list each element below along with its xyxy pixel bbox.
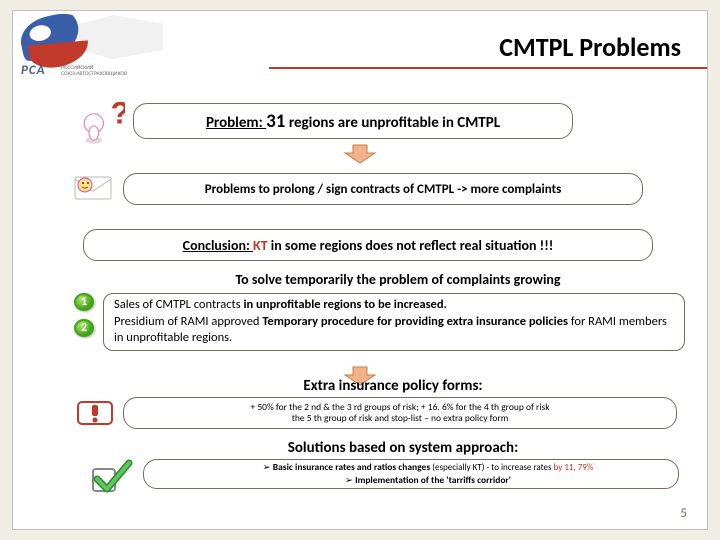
extra-header: Extra insurance policy forms: <box>193 377 593 395</box>
complaints-text: Problems to prolong / sign contracts of … <box>205 182 562 197</box>
solutions-box: Basic insurance rates and ratios changes… <box>143 459 679 489</box>
question-icon: ? <box>77 101 125 141</box>
page-title: CMTPL Problems <box>499 31 681 63</box>
temp-body: Sales of CMTPL contracts in unprofitable… <box>114 297 674 348</box>
checkmark-icon <box>89 457 133 497</box>
solutions-header: Solutions based on system approach: <box>203 439 603 457</box>
page-number: 5 <box>680 506 687 521</box>
complaints-box: Problems to prolong / sign contracts of … <box>123 173 643 205</box>
logo: PCA РОССИЙСКИЙ СОЮЗ АВТОСТРАХОВЩИКОВ <box>15 5 165 85</box>
solution-1: Basic insurance rates and ratios changes… <box>229 461 594 474</box>
conclusion-text: Conclusion: KT in some regions does not … <box>183 237 554 254</box>
temp-box: Sales of CMTPL contracts in unprofitable… <box>103 293 685 351</box>
badge-2-icon: 2 <box>74 319 94 337</box>
conclusion-box: Conclusion: KT in some regions does not … <box>83 229 653 261</box>
exclamation-icon <box>77 399 113 427</box>
logo-subtext: РОССИЙСКИЙ СОЮЗ АВТОСТРАХОВЩИКОВ <box>61 65 127 77</box>
mail-icon <box>73 171 113 201</box>
logo-text: PCA <box>21 63 46 78</box>
problem-text: Problem: 31 regions are unprofitable in … <box>206 110 500 133</box>
slide: PCA РОССИЙСКИЙ СОЮЗ АВТОСТРАХОВЩИКОВ CMT… <box>12 10 708 530</box>
arrow-down-icon <box>343 143 377 165</box>
svg-text:?: ? <box>111 97 125 130</box>
extra-box: + 50% for the 2 nd & the 3 rd groups of … <box>123 397 677 429</box>
extra-line2: the 5 th group of risk and stop-list – n… <box>292 413 509 424</box>
problem-box: Problem: 31 regions are unprofitable in … <box>133 103 573 139</box>
solution-2: Implementation of the 'tarriffs corridor… <box>311 474 511 486</box>
badge-1-icon: 1 <box>74 293 94 311</box>
number-badges: 1 2 <box>69 295 99 335</box>
temp-header: To solve temporarily the problem of comp… <box>133 271 663 288</box>
